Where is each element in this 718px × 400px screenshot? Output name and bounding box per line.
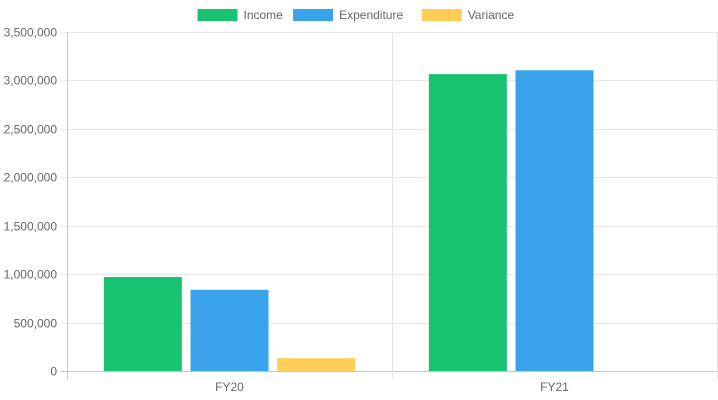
bar-variance-fy20[interactable] xyxy=(277,358,356,371)
legend-label-variance[interactable]: Variance xyxy=(468,8,515,22)
x-axis-tick-labels: FY20 FY21 xyxy=(215,380,569,394)
bar-series xyxy=(103,70,594,371)
bar-income-fy20[interactable] xyxy=(103,277,182,371)
bar-expenditure-fy21[interactable] xyxy=(515,70,594,371)
chart-legend: Income Expenditure Variance xyxy=(197,8,515,22)
legend-label-income[interactable]: Income xyxy=(244,8,284,22)
x-tick-label: FY20 xyxy=(215,380,244,394)
legend-label-expenditure[interactable]: Expenditure xyxy=(339,8,403,22)
legend-swatch-expenditure[interactable] xyxy=(293,9,334,21)
y-axis-tick-labels: 0 500,000 1,000,000 1,500,000 2,000,000 2,500… xyxy=(4,26,58,379)
y-tick-label: 1,000,000 xyxy=(4,268,58,282)
legend-swatch-variance[interactable] xyxy=(421,9,462,21)
bar-expenditure-fy20[interactable] xyxy=(190,289,269,371)
y-tick-label: 2,500,000 xyxy=(4,123,58,137)
legend-swatch-income[interactable] xyxy=(197,9,238,21)
y-tick-label: 3,500,000 xyxy=(4,26,58,40)
y-tick-label: 3,000,000 xyxy=(4,74,58,88)
y-tick-label: 1,500,000 xyxy=(4,220,58,234)
x-tick-label: FY21 xyxy=(540,380,569,394)
y-tick-label: 500,000 xyxy=(14,317,58,331)
bar-income-fy21[interactable] xyxy=(428,74,507,371)
y-tick-label: 2,000,000 xyxy=(4,171,58,185)
y-tick-label: 0 xyxy=(50,365,57,379)
